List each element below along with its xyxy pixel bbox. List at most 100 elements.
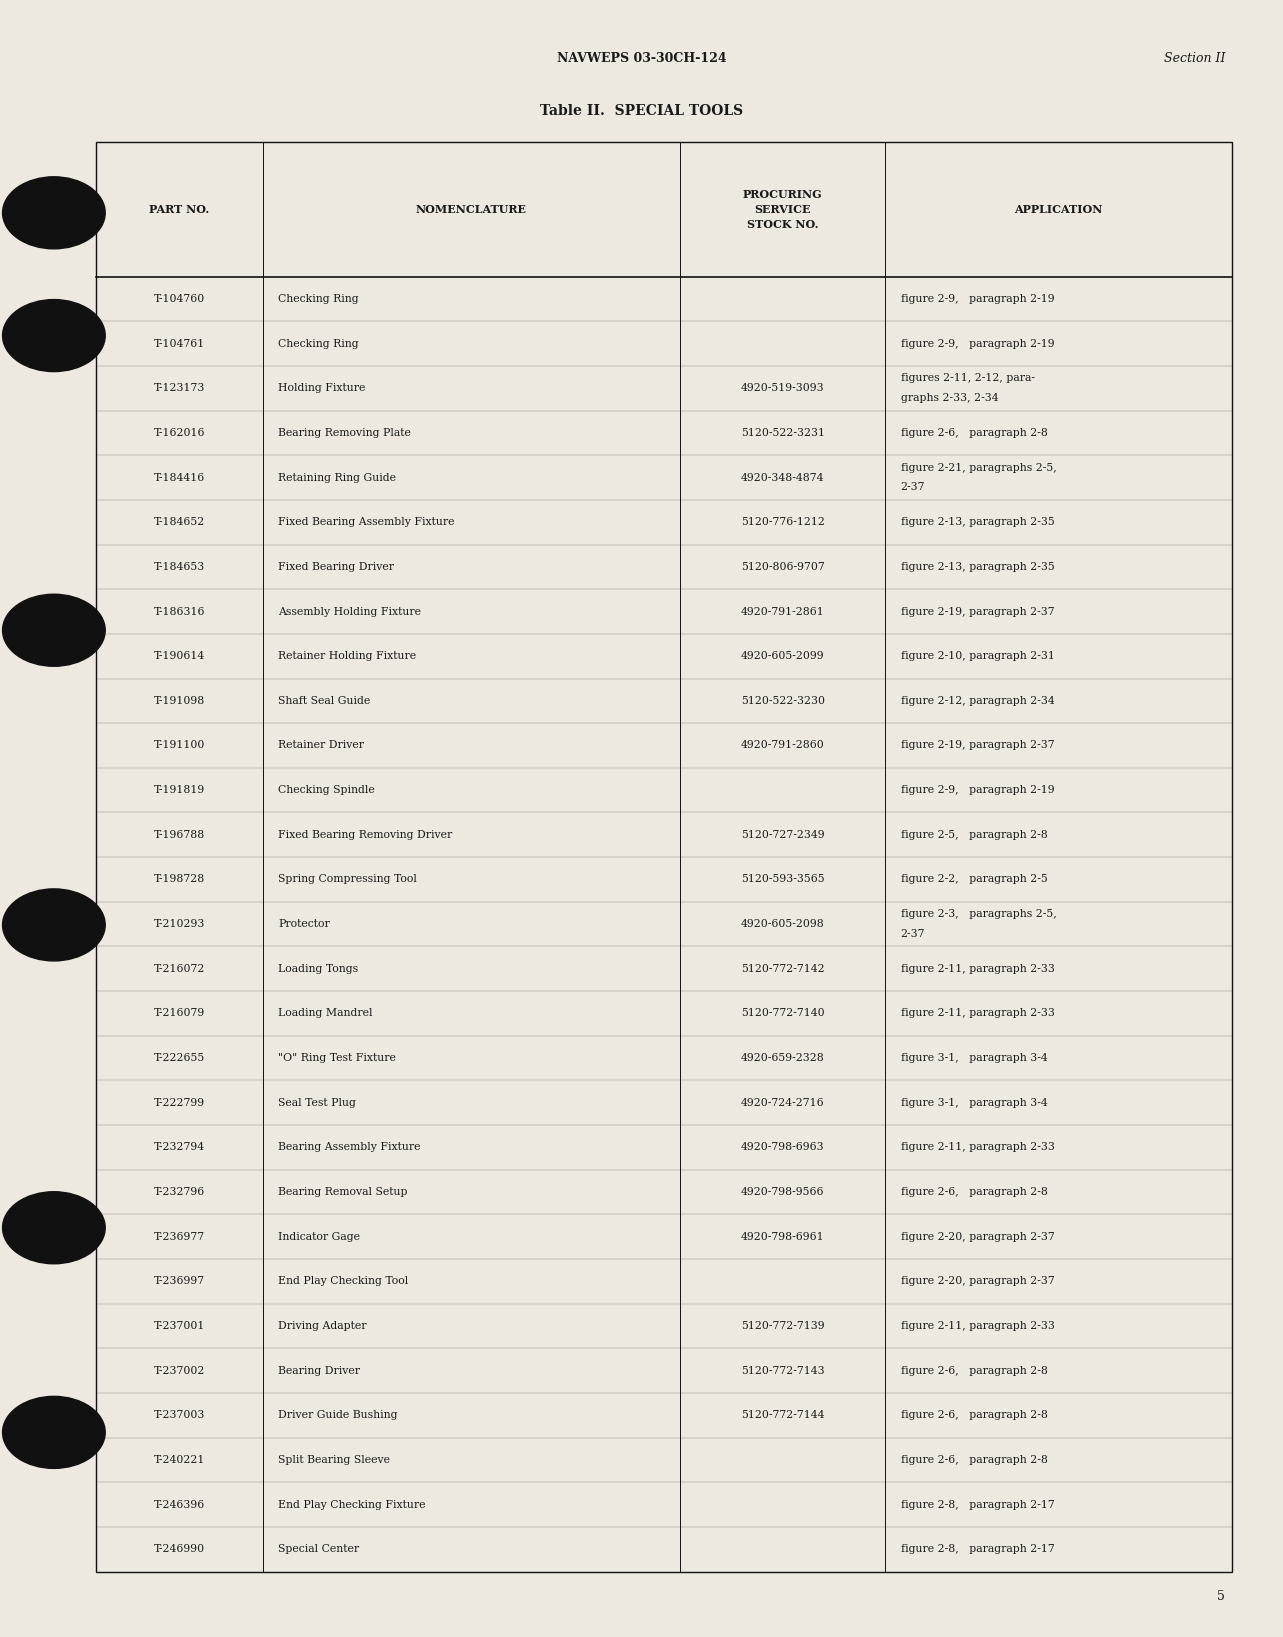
Text: 5120-772-7144: 5120-772-7144 — [740, 1409, 825, 1421]
Text: 5120-772-7140: 5120-772-7140 — [740, 1008, 825, 1018]
Text: Assembly Holding Fixture: Assembly Holding Fixture — [278, 607, 421, 617]
Text: T-222655: T-222655 — [154, 1053, 205, 1062]
Text: Loading Mandrel: Loading Mandrel — [278, 1008, 373, 1018]
Text: 5120-522-3231: 5120-522-3231 — [740, 427, 825, 439]
Text: End Play Checking Tool: End Play Checking Tool — [278, 1277, 409, 1287]
Text: NOMENCLATURE: NOMENCLATURE — [416, 205, 527, 214]
Text: figure 2-10, paragraph 2-31: figure 2-10, paragraph 2-31 — [901, 652, 1055, 661]
Text: T-246990: T-246990 — [154, 1544, 205, 1554]
Ellipse shape — [3, 594, 105, 666]
Text: figure 2-3,   paragraphs 2-5,: figure 2-3, paragraphs 2-5, — [901, 909, 1056, 920]
Text: 5120-727-2349: 5120-727-2349 — [740, 830, 825, 840]
Text: 5120-522-3230: 5120-522-3230 — [740, 696, 825, 706]
Text: Checking Spindle: Checking Spindle — [278, 786, 375, 796]
Text: 4920-605-2098: 4920-605-2098 — [740, 918, 825, 930]
Ellipse shape — [3, 1192, 105, 1264]
Text: 4920-798-9566: 4920-798-9566 — [740, 1187, 825, 1197]
Text: Loading Tongs: Loading Tongs — [278, 964, 358, 974]
Text: 5120-593-3565: 5120-593-3565 — [740, 874, 825, 884]
Text: figure 3-1,   paragraph 3-4: figure 3-1, paragraph 3-4 — [901, 1053, 1047, 1062]
Text: T-186316: T-186316 — [154, 607, 205, 617]
Text: Fixed Bearing Assembly Fixture: Fixed Bearing Assembly Fixture — [278, 517, 455, 527]
Text: PART NO.: PART NO. — [150, 205, 209, 214]
Text: Spring Compressing Tool: Spring Compressing Tool — [278, 874, 417, 884]
Text: figure 2-20, paragraph 2-37: figure 2-20, paragraph 2-37 — [901, 1277, 1055, 1287]
Text: Table II.  SPECIAL TOOLS: Table II. SPECIAL TOOLS — [540, 105, 743, 118]
Text: Holding Fixture: Holding Fixture — [278, 383, 366, 393]
Text: figure 2-12, paragraph 2-34: figure 2-12, paragraph 2-34 — [901, 696, 1055, 706]
Text: T-222799: T-222799 — [154, 1098, 205, 1108]
Text: figure 2-6,   paragraph 2-8: figure 2-6, paragraph 2-8 — [901, 1365, 1047, 1375]
Text: Bearing Driver: Bearing Driver — [278, 1365, 361, 1375]
Text: Bearing Assembly Fixture: Bearing Assembly Fixture — [278, 1143, 421, 1152]
Text: Indicator Gage: Indicator Gage — [278, 1231, 361, 1241]
Text: 4920-724-2716: 4920-724-2716 — [740, 1098, 825, 1108]
Text: T-184653: T-184653 — [154, 561, 205, 571]
Text: figure 2-19, paragraph 2-37: figure 2-19, paragraph 2-37 — [901, 740, 1055, 750]
Text: T-196788: T-196788 — [154, 830, 205, 840]
Text: T-216079: T-216079 — [154, 1008, 205, 1018]
Text: Driving Adapter: Driving Adapter — [278, 1321, 367, 1331]
Text: NAVWEPS 03-30CH-124: NAVWEPS 03-30CH-124 — [557, 52, 726, 65]
Text: T-184416: T-184416 — [154, 473, 205, 483]
Text: T-210293: T-210293 — [154, 918, 205, 930]
Text: 4920-791-2861: 4920-791-2861 — [740, 607, 825, 617]
Text: T-240221: T-240221 — [154, 1455, 205, 1465]
Text: 5120-806-9707: 5120-806-9707 — [740, 561, 825, 571]
Ellipse shape — [3, 1396, 105, 1468]
Text: graphs 2-33, 2-34: graphs 2-33, 2-34 — [901, 393, 998, 403]
Bar — [96, 142, 1232, 1572]
Text: Shaft Seal Guide: Shaft Seal Guide — [278, 696, 371, 706]
Text: 2-37: 2-37 — [901, 483, 925, 493]
Text: 4920-659-2328: 4920-659-2328 — [740, 1053, 825, 1062]
Text: Protector: Protector — [278, 918, 330, 930]
Text: figure 2-19, paragraph 2-37: figure 2-19, paragraph 2-37 — [901, 607, 1055, 617]
Text: T-237002: T-237002 — [154, 1365, 205, 1375]
Text: Special Center: Special Center — [278, 1544, 359, 1554]
Text: figure 2-11, paragraph 2-33: figure 2-11, paragraph 2-33 — [901, 1143, 1055, 1152]
Text: figure 2-20, paragraph 2-37: figure 2-20, paragraph 2-37 — [901, 1231, 1055, 1241]
Ellipse shape — [3, 300, 105, 372]
Text: T-198728: T-198728 — [154, 874, 205, 884]
Text: Retainer Holding Fixture: Retainer Holding Fixture — [278, 652, 417, 661]
Text: 2-37: 2-37 — [901, 928, 925, 940]
Text: T-123173: T-123173 — [154, 383, 205, 393]
Text: T-104760: T-104760 — [154, 295, 205, 304]
Text: 5120-772-7139: 5120-772-7139 — [740, 1321, 825, 1331]
Text: figure 2-6,   paragraph 2-8: figure 2-6, paragraph 2-8 — [901, 1455, 1047, 1465]
Text: T-216072: T-216072 — [154, 964, 205, 974]
Text: T-190614: T-190614 — [154, 652, 205, 661]
Text: 4920-798-6963: 4920-798-6963 — [740, 1143, 825, 1152]
Text: Split Bearing Sleeve: Split Bearing Sleeve — [278, 1455, 390, 1465]
Text: Checking Ring: Checking Ring — [278, 339, 359, 349]
Text: Section II: Section II — [1164, 52, 1225, 65]
Text: 4920-798-6961: 4920-798-6961 — [740, 1231, 825, 1241]
Text: T-232794: T-232794 — [154, 1143, 205, 1152]
Text: T-191098: T-191098 — [154, 696, 205, 706]
Text: figure 2-5,   paragraph 2-8: figure 2-5, paragraph 2-8 — [901, 830, 1047, 840]
Text: 5: 5 — [1218, 1590, 1225, 1603]
Text: figure 3-1,   paragraph 3-4: figure 3-1, paragraph 3-4 — [901, 1098, 1047, 1108]
Text: Bearing Removal Setup: Bearing Removal Setup — [278, 1187, 408, 1197]
Ellipse shape — [3, 889, 105, 961]
Ellipse shape — [3, 177, 105, 249]
Text: figure 2-9,   paragraph 2-19: figure 2-9, paragraph 2-19 — [901, 295, 1055, 304]
Text: T-237001: T-237001 — [154, 1321, 205, 1331]
Text: 4920-519-3093: 4920-519-3093 — [740, 383, 825, 393]
Text: figure 2-6,   paragraph 2-8: figure 2-6, paragraph 2-8 — [901, 1187, 1047, 1197]
Text: figure 2-2,   paragraph 2-5: figure 2-2, paragraph 2-5 — [901, 874, 1047, 884]
Text: Bearing Removing Plate: Bearing Removing Plate — [278, 427, 412, 439]
Text: T-237003: T-237003 — [154, 1409, 205, 1421]
Text: figure 2-13, paragraph 2-35: figure 2-13, paragraph 2-35 — [901, 517, 1055, 527]
Text: figure 2-8,   paragraph 2-17: figure 2-8, paragraph 2-17 — [901, 1544, 1055, 1554]
Text: figure 2-11, paragraph 2-33: figure 2-11, paragraph 2-33 — [901, 964, 1055, 974]
Text: Fixed Bearing Driver: Fixed Bearing Driver — [278, 561, 394, 571]
Text: Retaining Ring Guide: Retaining Ring Guide — [278, 473, 396, 483]
Text: Seal Test Plug: Seal Test Plug — [278, 1098, 357, 1108]
Text: T-246396: T-246396 — [154, 1499, 205, 1509]
Text: T-191100: T-191100 — [154, 740, 205, 750]
Text: T-191819: T-191819 — [154, 786, 205, 796]
Text: 5120-776-1212: 5120-776-1212 — [740, 517, 825, 527]
Text: Checking Ring: Checking Ring — [278, 295, 359, 304]
Text: figure 2-21, paragraphs 2-5,: figure 2-21, paragraphs 2-5, — [901, 463, 1056, 473]
